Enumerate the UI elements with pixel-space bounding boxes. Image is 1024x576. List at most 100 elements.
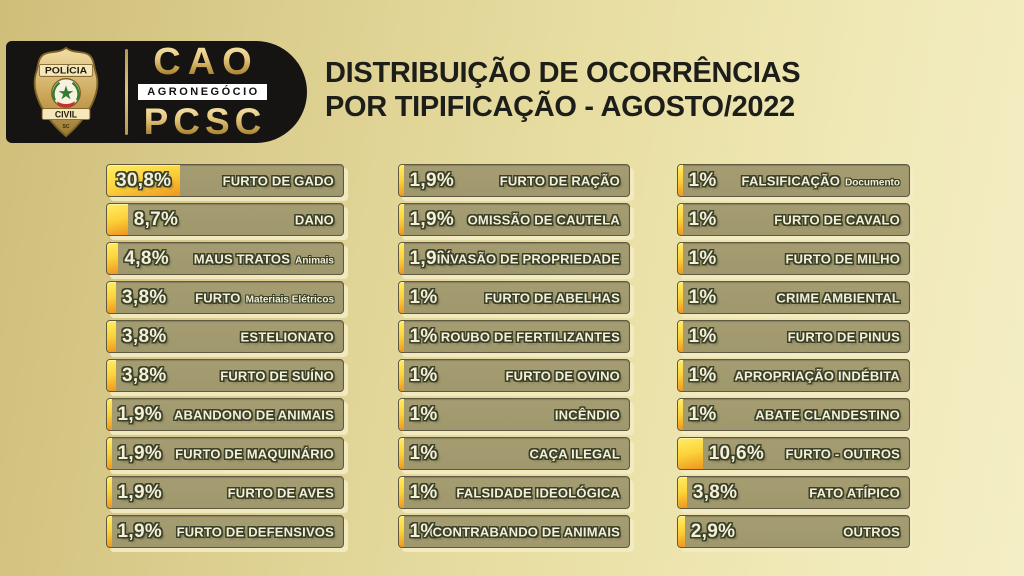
bar-fill	[107, 243, 119, 274]
bar-label-main: ROUBO DE FERTILIZANTES	[440, 329, 620, 344]
bar-percentage: 1%	[409, 286, 438, 308]
bar-item: 8,7% DANO	[106, 203, 344, 236]
bar-label: DANO	[295, 212, 334, 227]
bar-fill	[678, 165, 683, 196]
bar-label: CRIME AMBIENTAL	[776, 290, 900, 305]
bar-label-main: INCÊNDIO	[554, 407, 620, 422]
bar-item: 3,8% FURTO Materiais Elétricos	[106, 281, 344, 314]
policia-civil-badge-icon: POLÍCIA CIVIL SC	[33, 46, 99, 138]
bar-fill	[107, 321, 117, 352]
bar-percentage: 3,8%	[122, 325, 167, 347]
bar-item: 1% INCÊNDIO	[398, 398, 630, 431]
bar-label: INCÊNDIO	[555, 407, 620, 422]
bar-percentage: 1%	[688, 325, 717, 347]
bar-percentage: 2,9%	[690, 520, 736, 542]
bar-label-main: FALSIFICAÇÃO	[741, 173, 840, 188]
bar-fill	[107, 399, 112, 430]
bar-label-main: FURTO DE ABELHAS	[484, 290, 620, 305]
badge-footnote-text: SC	[62, 124, 69, 130]
bar-label: OUTROS	[843, 524, 900, 539]
bar-label-main: FATO ATÍPICO	[809, 485, 900, 500]
bar-item: 1% APROPRIAÇÃO INDÉBITA	[677, 359, 910, 392]
bar-item: 1% CONTRABANDO DE ANIMAIS	[398, 515, 630, 548]
bar-label: MAUS TRATOS Animais	[194, 251, 334, 266]
bar-label-main: FURTO DE DEFENSIVOS	[176, 524, 334, 539]
bar-fill	[399, 477, 404, 508]
bar-label: FURTO DE RAÇÃO	[500, 173, 620, 188]
bar-fill	[107, 282, 117, 313]
chart-column-3: 1% FALSIFICAÇÃO Documento 1% FURTO DE CA…	[677, 164, 910, 548]
bar-label: ABATE CLANDESTINO	[755, 407, 900, 422]
bar-percentage: 10,6%	[708, 442, 765, 464]
logo-divider	[125, 49, 128, 135]
bar-item: 1% FURTO DE ABELHAS	[398, 281, 630, 314]
bar-fill	[678, 204, 683, 235]
bar-label: FURTO DE MILHO	[786, 251, 901, 266]
bar-percentage: 8,7%	[133, 208, 179, 230]
bar-label-main: CRIME AMBIENTAL	[776, 290, 900, 305]
logo-agronegocio-band: AGRONEGÓCIO	[138, 84, 267, 101]
bar-label-main: FURTO DE RAÇÃO	[499, 173, 620, 188]
bar-percentage: 1%	[409, 481, 438, 503]
bar-label-sub: Documento	[845, 177, 900, 188]
bar-fill	[678, 282, 683, 313]
bar-label-main: OUTROS	[843, 524, 900, 539]
logo-text: CAO AGRONEGÓCIO PCSC	[128, 43, 307, 143]
bar-item: 4,8% MAUS TRATOS Animais	[106, 242, 344, 275]
bar-label-main: MAUS TRATOS	[193, 251, 291, 266]
bar-label: FURTO DE AVES	[228, 485, 334, 500]
bar-label-main: FURTO DE CAVALO	[774, 212, 900, 227]
bar-fill	[107, 477, 112, 508]
bar-label-main: FALSIDADE IDEOLÓGICA	[456, 485, 620, 500]
bar-fill	[107, 360, 117, 391]
bar-fill	[678, 360, 683, 391]
logo-pcsc: PCSC	[143, 101, 267, 143]
bar-percentage: 1,9%	[409, 247, 455, 269]
bar-fill	[399, 360, 404, 391]
bar-label-main: FURTO	[195, 290, 241, 305]
bar-label: FURTO - OUTROS	[786, 446, 901, 461]
bar-item: 1,9% FURTO DE RAÇÃO	[398, 164, 630, 197]
bar-label: ESTELIONATO	[241, 329, 334, 344]
bar-item: 1% FURTO DE CAVALO	[677, 203, 910, 236]
bar-label-main: ABANDONO DE ANIMAIS	[173, 407, 334, 422]
bar-label: INVASÃO DE PROPRIEDADE	[437, 251, 620, 266]
bar-fill	[678, 438, 703, 469]
bar-label: FALSIFICAÇÃO Documento	[742, 173, 900, 188]
bar-label-main: FURTO - OUTROS	[785, 446, 900, 461]
bar-fill	[399, 243, 404, 274]
bar-item: 10,6% FURTO - OUTROS	[677, 437, 910, 470]
bar-fill	[678, 516, 685, 547]
bar-percentage: 1,9%	[409, 169, 455, 191]
bar-fill	[399, 321, 404, 352]
bar-label: ROUBO DE FERTILIZANTES	[441, 329, 620, 344]
bar-fill	[399, 516, 404, 547]
bar-percentage: 30,8%	[116, 169, 172, 191]
bar-label: FURTO DE OVINO	[505, 368, 620, 383]
bar-percentage: 1%	[688, 286, 717, 308]
bar-percentage: 1%	[409, 403, 438, 425]
bar-percentage: 3,8%	[692, 481, 738, 503]
bar-label-main: FURTO DE SUÍNO	[220, 368, 334, 383]
bar-item: 3,8% FATO ATÍPICO	[677, 476, 910, 509]
bar-percentage: 1%	[688, 403, 717, 425]
bar-fill	[399, 282, 404, 313]
bar-label-main: FURTO DE AVES	[227, 485, 334, 500]
bar-item: 3,8% FURTO DE SUÍNO	[106, 359, 344, 392]
chart-column-2: 1,9% FURTO DE RAÇÃO 1,9% OMISSÃO DE CAUT…	[398, 164, 630, 548]
bar-fill	[678, 321, 683, 352]
bar-label-main: FURTO DE MAQUINÁRIO	[175, 446, 334, 461]
bar-percentage: 1,9%	[117, 481, 163, 503]
bar-fill	[399, 204, 404, 235]
bar-label-sub: Materiais Elétricos	[245, 294, 334, 305]
bar-item: 1% ROUBO DE FERTILIZANTES	[398, 320, 630, 353]
bar-fill	[107, 516, 112, 547]
bar-item: 1,9% INVASÃO DE PROPRIEDADE	[398, 242, 630, 275]
bar-fill	[399, 438, 404, 469]
bar-fill	[678, 243, 683, 274]
bar-percentage: 1%	[409, 364, 438, 386]
bar-label: FURTO DE GADO	[223, 173, 334, 188]
bar-percentage: 3,8%	[122, 364, 167, 386]
bar-label-main: INVASÃO DE PROPRIEDADE	[436, 251, 620, 266]
